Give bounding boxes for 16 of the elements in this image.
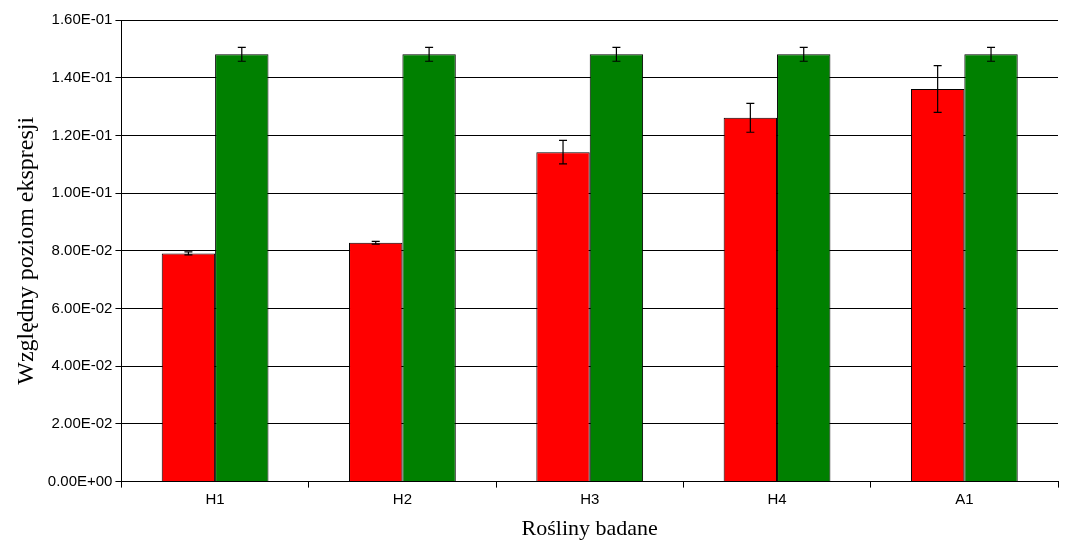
y-tick-label: 1.20E-01 <box>51 125 113 143</box>
x-axis-title: Rośliny badane <box>521 514 658 540</box>
y-tick-label: 2.00E-02 <box>51 414 113 432</box>
y-tick-label: 6.00E-02 <box>51 298 113 316</box>
y-tick-label: 8.00E-02 <box>51 240 113 258</box>
y-tick-label: 1.00E-01 <box>51 183 113 201</box>
x-tick-label: A1 <box>955 489 974 507</box>
y-tick-label: 1.40E-01 <box>51 67 113 85</box>
y-tick-label: 0.00E+00 <box>47 471 113 489</box>
y-axis-title: Względny poziom ekspresji <box>11 116 38 385</box>
x-tick-label: H2 <box>392 489 412 507</box>
y-tick-label: 4.00E-02 <box>51 356 113 374</box>
x-tick-label: H1 <box>205 489 225 507</box>
x-tick-label: H4 <box>767 489 787 507</box>
y-tick-label: 1.60E-01 <box>51 10 113 28</box>
x-tick-label: H3 <box>580 489 600 507</box>
